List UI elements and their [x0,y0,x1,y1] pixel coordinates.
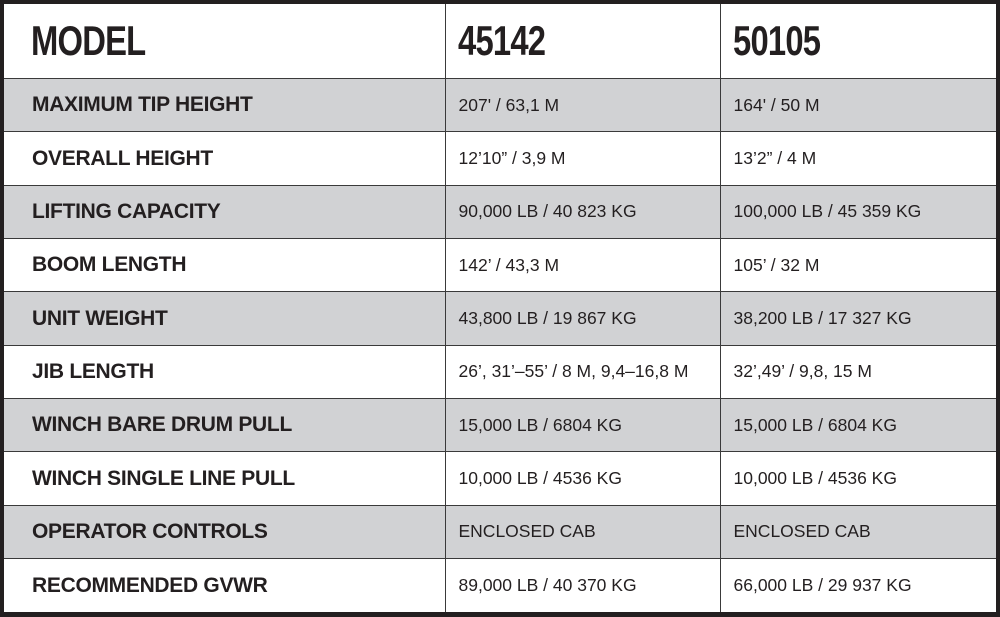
header-model-label: MODEL [4,4,446,79]
spec-label: BOOM LENGTH [4,238,446,293]
table-row: JIB LENGTH 26’, 31’–55’ / 8 M, 9,4–16,8 M… [4,344,996,400]
table-row: OVERALL HEIGHT 12’10” / 3,9 M 13’2” / 4 M [4,131,996,186]
spec-value: 207' / 63,1 M [444,77,721,133]
spec-value: 100,000 LB / 45 359 KG [719,184,996,240]
spec-value: 26’, 31’–55’ / 8 M, 9,4–16,8 M [444,344,721,400]
spec-label: OPERATOR CONTROLS [4,504,446,560]
spec-label: WINCH BARE DRUM PULL [4,398,446,453]
spec-value: 13’2” / 4 M [719,131,996,186]
spec-value: 43,800 LB / 19 867 KG [444,291,721,346]
spec-value: 89,000 LB / 40 370 KG [444,558,721,612]
table-row: UNIT WEIGHT 43,800 LB / 19 867 KG 38,200 L… [4,291,996,346]
spec-value: 142’ / 43,3 M [444,238,721,293]
spec-value: 12’10” / 3,9 M [444,131,721,186]
spec-label: JIB LENGTH [4,344,446,400]
spec-value: 164' / 50 M [719,77,996,133]
spec-value: 105’ / 32 M [719,238,996,293]
header-row: MODEL 45142 50105 [4,4,996,79]
header-model-text: 50105 [732,16,821,64]
spec-label: WINCH SINGLE LINE PULL [4,451,446,506]
spec-value: ENCLOSED CAB [719,504,996,560]
spec-label: LIFTING CAPACITY [4,184,446,240]
spec-value: 32’,49’ / 9,8, 15 M [719,344,996,400]
table-row: RECOMMENDED GVWR 89,000 LB / 40 370 KG 66,… [4,558,996,612]
spec-label: UNIT WEIGHT [4,291,446,346]
table-row: BOOM LENGTH 142’ / 43,3 M 105’ / 32 M [4,238,996,293]
spec-label: OVERALL HEIGHT [4,131,446,186]
table-row: WINCH BARE DRUM PULL 15,000 LB / 6804 KG 1… [4,398,996,453]
spec-label: RECOMMENDED GVWR [4,558,446,612]
spec-value: 15,000 LB / 6804 KG [719,398,996,453]
spec-value: 15,000 LB / 6804 KG [444,398,721,453]
spec-value: 90,000 LB / 40 823 KG [444,184,721,240]
table-row: WINCH SINGLE LINE PULL 10,000 LB / 4536 K… [4,451,996,506]
header-model-text: MODEL [31,16,146,64]
spec-value: 10,000 LB / 4536 KG [719,451,996,506]
spec-value: 10,000 LB / 4536 KG [444,451,721,506]
table-row: MAXIMUM TIP HEIGHT 207' / 63,1 M 164' / 50… [4,77,996,133]
table-row: OPERATOR CONTROLS ENCLOSED CAB ENCLOSED CA… [4,504,996,560]
spec-table: MODEL 45142 50105 MAXIMUM TIP HEIGHT 207'… [4,4,996,612]
spec-value: 66,000 LB / 29 937 KG [719,558,996,612]
header-model-45142: 45142 [444,4,721,79]
spec-value: ENCLOSED CAB [444,504,721,560]
spec-label: MAXIMUM TIP HEIGHT [4,77,446,133]
header-model-50105: 50105 [719,4,996,79]
header-model-text: 45142 [457,16,546,64]
spec-value: 38,200 LB / 17 327 KG [719,291,996,346]
table-row: LIFTING CAPACITY 90,000 LB / 40 823 KG 100… [4,184,996,240]
